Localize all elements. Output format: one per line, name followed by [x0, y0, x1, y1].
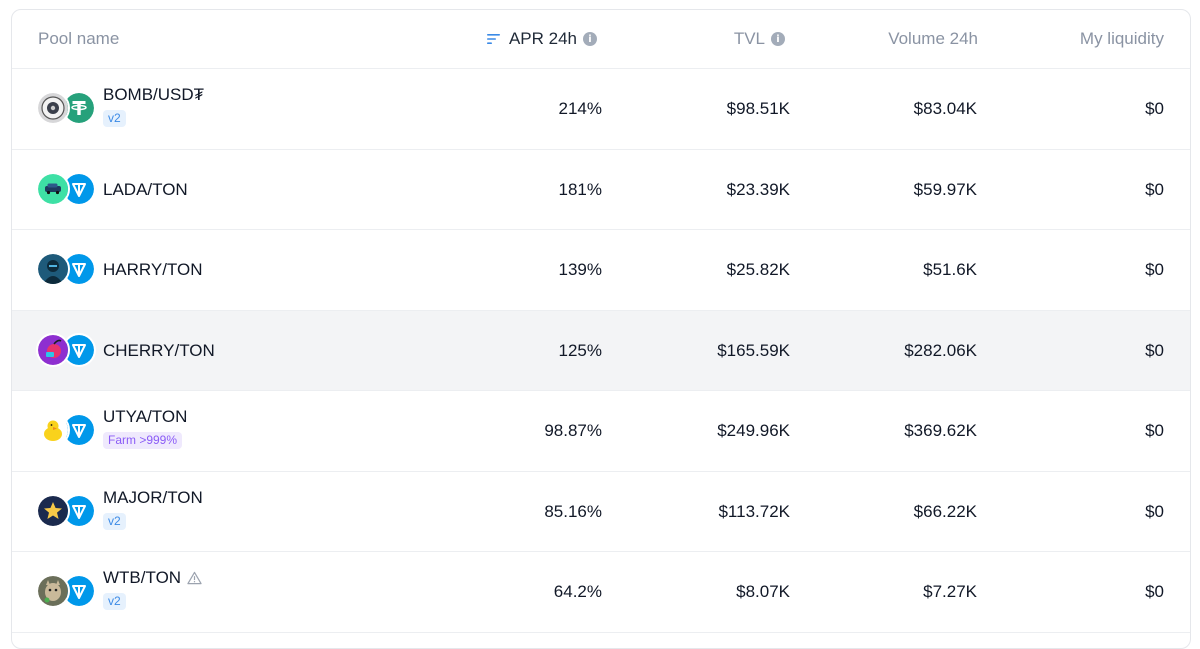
token-pair-icons	[36, 574, 96, 610]
volume-value: $7.27K	[923, 582, 977, 601]
pool-name: BOMB/USD₮	[103, 85, 205, 104]
pool-name: MAJOR/TON	[103, 487, 203, 507]
header-apr-sort[interactable]: APR 24h i	[486, 29, 597, 49]
token-pair-icons	[36, 252, 96, 288]
table-header: Pool name APR 24h i TVL i Volume 24h My …	[12, 10, 1190, 69]
pool-name: WTB/TON	[103, 568, 182, 587]
token-pair-icons	[36, 171, 96, 208]
pool-name-cell: WTB/TON v2	[103, 568, 202, 610]
lada-token-icon	[36, 171, 70, 206]
tvl-value: $8.07K	[736, 582, 790, 601]
apr-value: 214%	[558, 99, 602, 118]
liquidity-value: $0	[1145, 179, 1164, 199]
header-pool-name[interactable]: Pool name	[38, 29, 119, 49]
volume-value: $59.97K	[913, 179, 977, 199]
apr-value: 64.2%	[553, 582, 602, 601]
header-tvl-label: TVL	[733, 29, 765, 48]
liquidity-value: $0	[1145, 99, 1164, 118]
pool-name: LADA/TON	[103, 179, 188, 199]
tvl-value: $23.39K	[726, 179, 790, 199]
pool-name-cell: CHERRY/TON	[103, 341, 215, 361]
usdt-token-icon	[62, 91, 96, 125]
liquidity-value: $0	[1145, 421, 1164, 440]
liquidity-value: $0	[1145, 582, 1164, 601]
major-token-icon	[36, 493, 70, 528]
tvl-value: $98.51K	[726, 99, 790, 118]
apr-value: 85.16%	[544, 501, 602, 521]
table-row[interactable]: WTB/TON v2 64.2% $8.07K $7.27K $0	[12, 552, 1190, 633]
header-tvl[interactable]: TVL i	[734, 29, 785, 49]
volume-value: $51.6K	[923, 260, 977, 279]
header-my-liquidity[interactable]: My liquidity	[1080, 29, 1164, 49]
table-row[interactable]: BOMB/USD₮ v2 214% $98.51K $83.04K $0	[12, 69, 1190, 150]
volume-value: $369.62K	[904, 421, 977, 440]
farm-badge: Farm >999%	[103, 432, 183, 449]
tvl-value: $113.72K	[718, 501, 790, 521]
pool-name-cell: LADA/TON	[103, 180, 188, 200]
utya-token-icon	[36, 413, 70, 447]
pool-name: HARRY/TON	[103, 260, 203, 279]
table-row[interactable]: CHERRY/TON 125% $165.59K $282.06K $0	[12, 310, 1190, 391]
pool-name-cell: HARRY/TON	[103, 260, 203, 280]
version-badge: v2	[103, 110, 126, 127]
table-row[interactable]: MAJOR/TON v2 85.16% $113.72K $66.22K $0	[12, 472, 1190, 552]
liquidity-value: $0	[1145, 260, 1164, 279]
table-row[interactable]: LADA/TON 181% $23.39K $59.97K $0	[12, 150, 1190, 230]
bomb-token-icon	[36, 91, 70, 125]
pools-table: Pool name APR 24h i TVL i Volume 24h My …	[11, 9, 1191, 649]
ton-token-icon	[62, 413, 96, 447]
liquidity-value: $0	[1145, 501, 1164, 521]
version-badge: v2	[103, 512, 126, 530]
tvl-value: $249.96K	[717, 421, 790, 440]
tvl-value: $25.82K	[726, 260, 790, 279]
liquidity-value: $0	[1145, 340, 1164, 360]
tvl-value: $165.59K	[717, 340, 790, 360]
header-apr-label: APR 24h	[508, 29, 577, 48]
header-my-liquidity-label: My liquidity	[1079, 29, 1164, 48]
apr-value: 125%	[558, 340, 602, 360]
cherry-token-icon	[36, 332, 70, 367]
apr-value: 98.87%	[544, 421, 602, 440]
pool-name: UTYA/TON	[103, 407, 188, 426]
header-volume[interactable]: Volume 24h	[888, 29, 978, 49]
token-pair-icons	[36, 91, 96, 127]
version-badge: v2	[103, 593, 126, 610]
wtb-token-icon	[36, 574, 70, 608]
sort-descending-icon	[486, 34, 500, 44]
info-icon[interactable]: i	[583, 32, 597, 46]
pool-name-cell: UTYA/TON Farm >999%	[103, 407, 187, 449]
token-pair-icons	[36, 413, 96, 449]
info-icon[interactable]: i	[771, 32, 785, 46]
volume-value: $83.04K	[913, 99, 977, 118]
volume-value: $66.22K	[913, 501, 977, 521]
apr-value: 139%	[558, 260, 602, 279]
warning-icon[interactable]	[187, 571, 202, 585]
table-row[interactable]: HARRY/TON 139% $25.82K $51.6K $0	[12, 230, 1190, 311]
pool-name-cell: MAJOR/TON v2	[103, 488, 203, 530]
token-pair-icons	[36, 493, 96, 530]
token-pair-icons	[36, 332, 96, 369]
pool-name: CHERRY/TON	[103, 340, 215, 360]
apr-value: 181%	[558, 179, 602, 199]
volume-value: $282.06K	[904, 340, 977, 360]
header-pool-name-label: Pool name	[38, 29, 120, 48]
table-row[interactable]: UTYA/TON Farm >999% 98.87% $249.96K $369…	[12, 391, 1190, 472]
header-volume-label: Volume 24h	[888, 29, 978, 48]
harry-token-icon	[36, 252, 70, 286]
pool-name-cell: BOMB/USD₮ v2	[103, 85, 204, 127]
